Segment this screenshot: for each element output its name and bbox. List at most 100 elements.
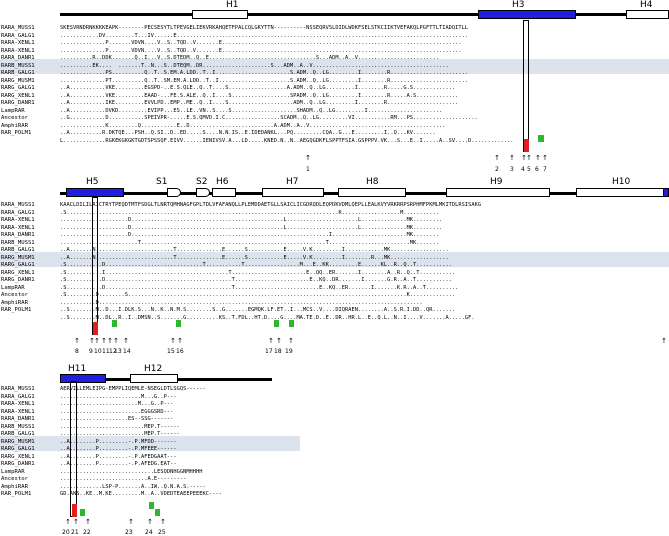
mutation-marker-green xyxy=(149,502,154,509)
helix-h3-label: H3 xyxy=(512,0,525,10)
species-name: RARA-XENL1 xyxy=(1,40,35,46)
helix-h4 xyxy=(626,10,669,19)
rarb-highlight-band xyxy=(0,59,669,74)
sequence-row: ..A...........IKE.........EVVLPD..EMP..M… xyxy=(60,100,459,106)
sequence-row: ..........................MEP.T------ xyxy=(60,431,180,437)
sequence-row: .S...........D..........................… xyxy=(60,284,459,291)
sequence-row: ..A........P.........-.P.MFDD------- xyxy=(60,438,177,445)
species-name: RARB_MUSS1 xyxy=(1,239,35,246)
site-arrow: ↑ xyxy=(661,337,667,345)
site-arrow: ↑ xyxy=(94,337,100,345)
sequence-row: .............LSP-P.......A..IW..Q.N.A.S.… xyxy=(60,483,206,490)
conserved-column-box xyxy=(523,20,529,152)
sequence-row: .S.........D........S...................… xyxy=(60,292,456,298)
sequence-row: ...........D............................… xyxy=(60,299,423,306)
mutation-marker-green xyxy=(538,135,544,142)
helix-h8-label: H8 xyxy=(366,177,379,187)
site-arrow: ↑ xyxy=(113,337,119,345)
sequence-row: ..............K.........Q...........E..D… xyxy=(60,122,446,129)
sequence-row: ..A...........VKE.........EGSPD-..E.S.QL… xyxy=(60,85,456,91)
site-arrow: ↑ xyxy=(526,154,532,162)
sequence-row: ..........................MEP.T------ xyxy=(60,423,180,430)
conserved-column-box xyxy=(92,197,98,335)
sequence-row: ..............P.......VDVN....V..S..TQD.… xyxy=(60,40,462,46)
site-arrow: ↑ xyxy=(509,154,515,162)
site-arrow: ↑ xyxy=(65,518,71,526)
site-number: 1 xyxy=(306,166,310,173)
helix-h6-label: H6 xyxy=(216,177,229,187)
site-arrow: ↑ xyxy=(288,337,294,345)
site-arrow: ↑ xyxy=(89,337,95,345)
helix-h5-label: H5 xyxy=(86,177,99,187)
species-name: RARB_GALG1 xyxy=(1,247,35,253)
rarb-highlight-band xyxy=(0,436,300,451)
sequence-row: ..A...........VKE.........EAAD-...FE.S.A… xyxy=(60,92,459,99)
site-number: 15 xyxy=(167,348,175,355)
sequence-block: SKESVRNDRNKKKKEAPK--------PECSESYTLTPEVG… xyxy=(60,25,513,145)
site-number: 17 xyxy=(265,348,273,355)
sequence-row: ..............PS..........Q..T..S.EM.A.L… xyxy=(60,70,469,76)
helix-h1 xyxy=(192,10,248,19)
species-names: RARA_MUSS1 RARA_GALG1 RARA-XENL1 RARA-XENL1… xyxy=(1,25,35,138)
helix-h7-label: H7 xyxy=(286,177,299,187)
sequence-row: ..A...........DVKD.........EVIPP...ES..L… xyxy=(60,107,443,114)
site-arrow: ↑ xyxy=(177,337,183,345)
species-name: Ancestor xyxy=(1,115,28,121)
mutation-marker-green xyxy=(176,320,181,327)
alignment-panel-3: H11 H12 RARA_MUSS1 RARA_GALG1 RARA-XENL1 RA… xyxy=(0,364,300,536)
species-name: RARA_GALG1 xyxy=(1,209,35,216)
helix-h12 xyxy=(130,374,178,383)
helix-h5 xyxy=(66,188,124,197)
site-number: 8 xyxy=(75,348,79,355)
mutation-marker-green xyxy=(80,509,85,516)
site-arrow: ↑ xyxy=(128,518,134,526)
site-number: 13 xyxy=(114,348,122,355)
species-name: RARA_DANR1 xyxy=(1,232,35,238)
conserved-column-box xyxy=(70,381,77,517)
site-number: 3 xyxy=(510,166,514,173)
mutation-marker-red xyxy=(524,139,529,152)
helix-h3 xyxy=(478,10,576,19)
species-name: RARG_MUSM1 xyxy=(1,77,35,84)
species-name: RARG_MUSM1 xyxy=(1,438,35,445)
site-number: 16 xyxy=(176,348,184,355)
site-arrow: ↑ xyxy=(85,518,91,526)
site-arrow: ↑ xyxy=(73,518,79,526)
site-arrow: ↑ xyxy=(123,337,129,345)
site-number: 25 xyxy=(158,529,166,536)
sequence-row: ........................T...............… xyxy=(60,239,439,246)
sequence-row: .............................LESQDNHGGNM… xyxy=(60,468,203,475)
species-name: RARB_MUSS1 xyxy=(1,62,35,69)
helix-h10 xyxy=(576,188,664,197)
species-name: RARG_XENL1 xyxy=(1,92,35,99)
sequence-block: AERVILLEMLEIPG-EMPPLIQEMLE-NSEGLDTLSGQS-… xyxy=(60,386,222,499)
sequence-row: ..A........P.........-.P.AFEDG.EAT-- xyxy=(60,461,177,467)
mutation-marker-green xyxy=(274,320,279,327)
sequence-row: ..A..........R.DKTQE...PSH..Q.SI..D..ED.… xyxy=(60,130,436,136)
species-name: RARG_GALG1 xyxy=(1,446,35,452)
sequence-row: ..........R..DDK.......Q..I...V..S.DTEDM… xyxy=(60,55,439,61)
mutation-marker-red xyxy=(72,504,77,517)
sequence-row: .....................D..................… xyxy=(60,224,443,231)
helix-h10-label: H10 xyxy=(612,177,631,187)
strand-s1-label: S1 xyxy=(156,177,168,187)
sequence-row: KAACLDILILRICTRYTPEQDTMTFSDGLTLNRTQMHNAG… xyxy=(60,202,482,208)
site-arrow: ↑ xyxy=(521,154,527,162)
species-name: RARG_GALG1 xyxy=(1,85,35,91)
sequence-row: .S...........D..........................… xyxy=(60,262,452,268)
species-name: RARG_GALG1 xyxy=(1,262,35,268)
sequence-row: ...........................A.E--------- xyxy=(60,476,187,482)
species-name: RARA_GALG1 xyxy=(1,393,35,400)
site-number: 19 xyxy=(285,348,293,355)
sequence-row: .S......................................… xyxy=(60,209,439,216)
site-number: 11 xyxy=(102,348,110,355)
species-name: RARA-XENL1 xyxy=(1,401,35,407)
site-arrow: ↑ xyxy=(74,337,80,345)
site-arrow: ↑ xyxy=(305,154,311,162)
sequence-row: ..............P.......VDVN....V..S..TQD.… xyxy=(60,47,462,54)
species-name: Ancestor xyxy=(1,292,28,298)
species-name: RARA_GALG1 xyxy=(1,32,35,39)
sequence-row: .........................EGGGSRD--- xyxy=(60,408,174,415)
species-name: Ancestor xyxy=(1,476,28,482)
species-name: AmphiRAR xyxy=(1,122,28,129)
